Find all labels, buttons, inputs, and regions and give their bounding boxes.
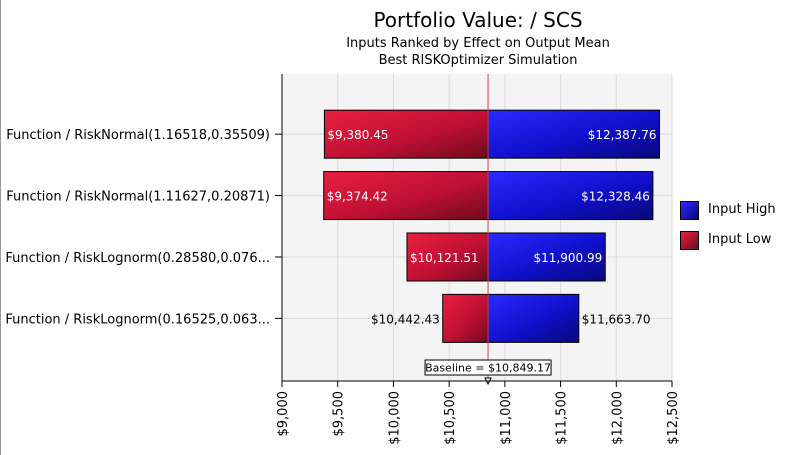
category-label: Function / RiskLognorm(0.28580,0.076... — [5, 251, 270, 266]
chart-subtitle-2: Best RISKOptimizer Simulation — [378, 53, 578, 68]
legend-swatch-input-high — [680, 201, 699, 220]
legend-label-input-low: Input Low — [708, 232, 772, 247]
chart-subtitle-1: Inputs Ranked by Effect on Output Mean — [346, 36, 610, 51]
data-label-input-high: $12,328.46 — [581, 190, 650, 204]
data-label-input-high: $11,900.99 — [534, 251, 603, 265]
x-tick-label: $12,000 — [610, 391, 625, 445]
category-label: Function / RiskNormal(1.11627,0.20871) — [6, 190, 270, 205]
legend-label-input-high: Input High — [708, 202, 776, 217]
category-label: Function / RiskLognorm(0.16525,0.063... — [5, 312, 270, 327]
data-label-input-low: $9,374.42 — [327, 190, 388, 204]
category-label: Function / RiskNormal(1.16518,0.35509) — [6, 128, 270, 143]
data-label-input-high: $12,387.76 — [588, 128, 657, 142]
bar-input-high — [487, 232, 606, 282]
data-label-input-low: $10,442.43 — [371, 312, 440, 326]
bar-input-low — [442, 293, 489, 343]
x-tick-label: $11,500 — [555, 391, 570, 445]
x-tick-label: $10,000 — [387, 391, 402, 445]
legend-swatch-input-low — [680, 231, 699, 250]
data-label-input-low: $10,121.51 — [410, 251, 479, 265]
data-label-input-high: $11,663.70 — [582, 312, 651, 326]
bar-input-low — [323, 171, 489, 221]
x-tick-label: $11,000 — [499, 391, 514, 445]
window-left-border — [0, 0, 1, 455]
baseline-label-box — [424, 359, 552, 376]
data-label-input-low: $9,380.45 — [327, 128, 388, 142]
x-tick-label: $9,500 — [332, 391, 347, 437]
x-tick-label: $10,500 — [443, 391, 458, 445]
baseline-label: Baseline = $10,849.17 — [425, 362, 551, 375]
x-tick-label: $9,000 — [276, 391, 291, 437]
bar-input-high — [487, 109, 660, 159]
chart-title: Portfolio Value: / SCS — [373, 8, 583, 32]
x-tick-label: $12,500 — [666, 391, 681, 445]
bar-input-low — [323, 109, 489, 159]
bar-input-high — [487, 293, 580, 343]
bar-input-low — [406, 232, 489, 282]
